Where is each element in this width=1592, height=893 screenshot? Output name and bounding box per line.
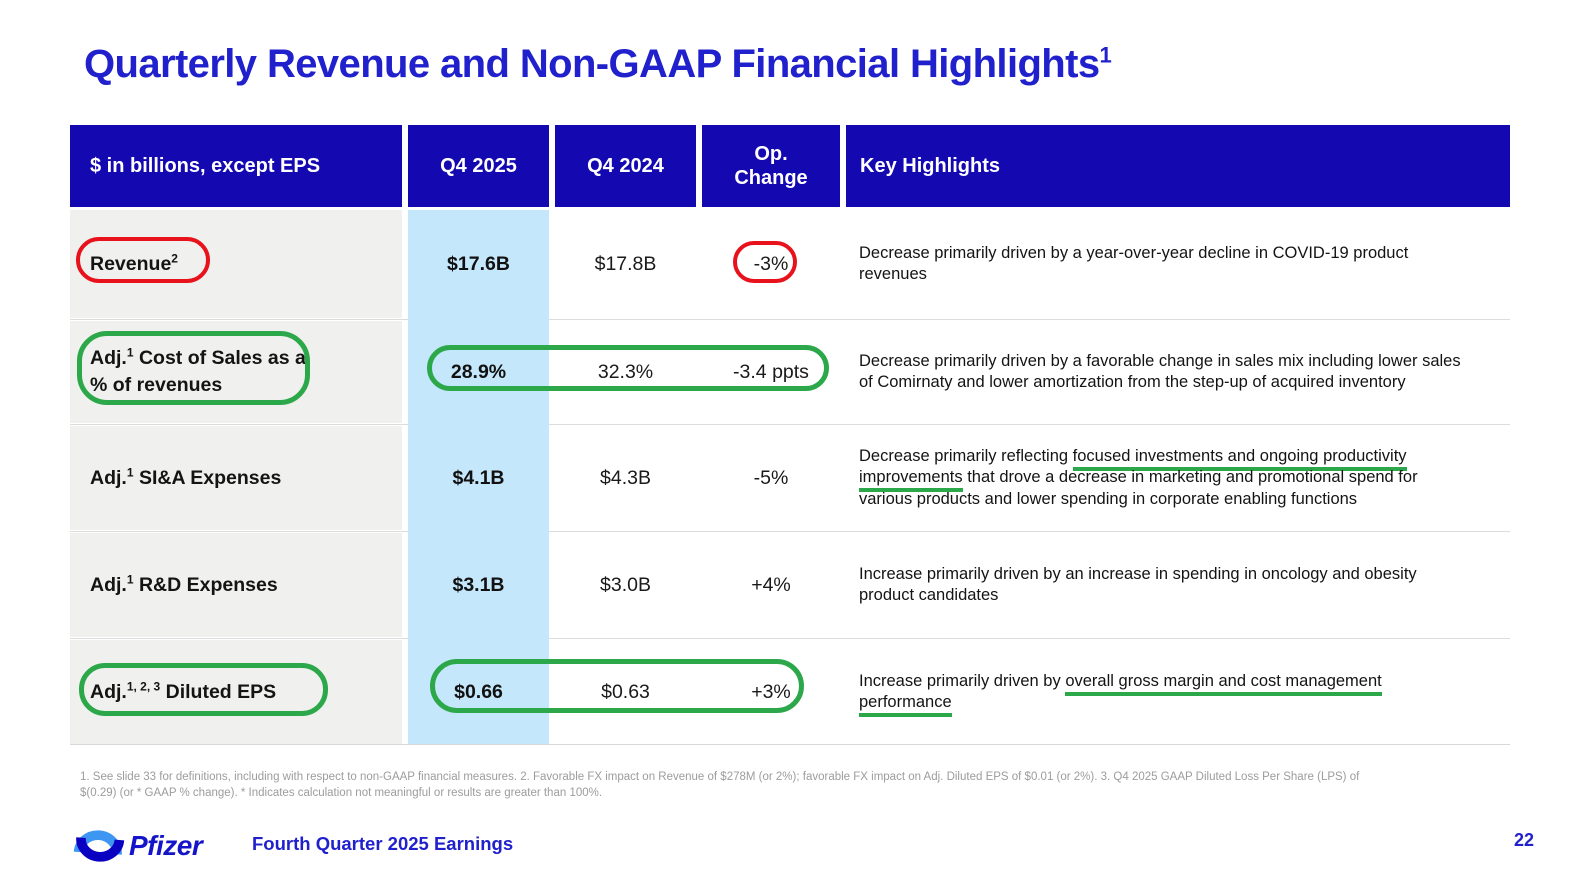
table-row-diluted-eps: Adj.1, 2, 3 Diluted EPS $0.66 $0.63 +3% … — [70, 640, 1510, 744]
sia-expenses-q4-2025-value: $4.1B — [452, 466, 505, 489]
deck-title: Fourth Quarter 2025 Earnings — [252, 833, 514, 854]
rd-expenses-op-change-value: +4% — [751, 573, 791, 596]
row-divider — [70, 638, 1510, 639]
rd-expenses-key-highlight: Increase primarily driven by an increase… — [859, 564, 1417, 605]
sia-expenses-key-highlight: Decrease primarily reflecting focused in… — [859, 446, 1418, 508]
column-header-q4-2024: Q4 2024 — [555, 125, 696, 207]
rd-expenses-q4-2025-value: $3.1B — [452, 573, 505, 596]
table-row-revenue: Revenue2 $17.6B $17.8B -3% Decrease prim… — [70, 210, 1510, 318]
row-divider — [70, 319, 1510, 320]
row-divider — [70, 531, 1510, 532]
rd-expenses-q4-2024-value: $3.0B — [600, 573, 651, 596]
revenue-key-highlight: Decrease primarily driven by a year-over… — [859, 243, 1409, 284]
table-row-sia-expenses: Adj.1 SI&A Expenses $4.1B $4.3B -5% Decr… — [70, 426, 1510, 530]
financial-highlights-table: $ in billions, except EPS Q4 2025 Q4 202… — [70, 125, 1510, 745]
diluted-eps-op-change-value: +3% — [751, 680, 791, 703]
page-title: Quarterly Revenue and Non-GAAP Financial… — [84, 42, 1112, 87]
page-title-text: Quarterly Revenue and Non-GAAP Financial… — [84, 42, 1100, 86]
pfizer-swirl-icon — [73, 830, 125, 862]
column-header-q4-2025: Q4 2025 — [408, 125, 549, 207]
sia-expenses-label: Adj.1 SI&A Expenses — [70, 426, 402, 530]
cost-of-sales-op-change-value: -3.4 ppts — [733, 360, 809, 383]
pfizer-logo: Pfizer — [70, 822, 203, 870]
column-header-op-change: Op. Change — [702, 125, 840, 207]
rd-expenses-label: Adj.1 R&D Expenses — [70, 533, 402, 637]
column-header-key-highlights: Key Highlights — [846, 125, 1510, 207]
q4-2025-highlight-band — [408, 210, 549, 744]
revenue-op-change-value: -3% — [753, 252, 789, 275]
cost-of-sales-label: Adj.1 Cost of Sales as a % of revenues — [70, 321, 402, 423]
table-row-rd-expenses: Adj.1 R&D Expenses $3.1B $3.0B +4% Incre… — [70, 533, 1510, 637]
revenue-q4-2025-value: $17.6B — [447, 252, 510, 275]
footnotes: 1. See slide 33 for definitions, includi… — [80, 771, 1360, 799]
sia-expenses-q4-2024-value: $4.3B — [600, 466, 651, 489]
table-header-row: $ in billions, except EPS Q4 2025 Q4 202… — [70, 125, 1510, 207]
diluted-eps-label: Adj.1, 2, 3 Diluted EPS — [70, 640, 402, 744]
sia-expenses-op-change-value: -5% — [753, 466, 789, 489]
table-row-cost-of-sales: Adj.1 Cost of Sales as a % of revenues 2… — [70, 321, 1510, 423]
cost-of-sales-q4-2025-value: 28.9% — [450, 360, 507, 383]
column-header-metric: $ in billions, except EPS — [70, 125, 402, 207]
page-title-superscript: 1 — [1099, 42, 1112, 68]
diluted-eps-key-highlight: Increase primarily driven by overall gro… — [846, 640, 1510, 744]
pfizer-wordmark: Pfizer — [129, 830, 203, 861]
row-divider — [70, 424, 1510, 425]
cost-of-sales-key-highlight: Decrease primarily driven by a favorable… — [859, 351, 1461, 392]
revenue-label: Revenue2 — [70, 210, 402, 318]
diluted-eps-q4-2024-value: $0.63 — [601, 680, 650, 703]
table-body: Revenue2 $17.6B $17.8B -3% Decrease prim… — [70, 210, 1510, 745]
revenue-q4-2024-value: $17.8B — [594, 252, 657, 275]
cost-of-sales-q4-2024-value: 32.3% — [597, 360, 654, 383]
page-number: 22 — [1514, 830, 1535, 850]
diluted-eps-q4-2025-value: $0.66 — [454, 680, 503, 703]
